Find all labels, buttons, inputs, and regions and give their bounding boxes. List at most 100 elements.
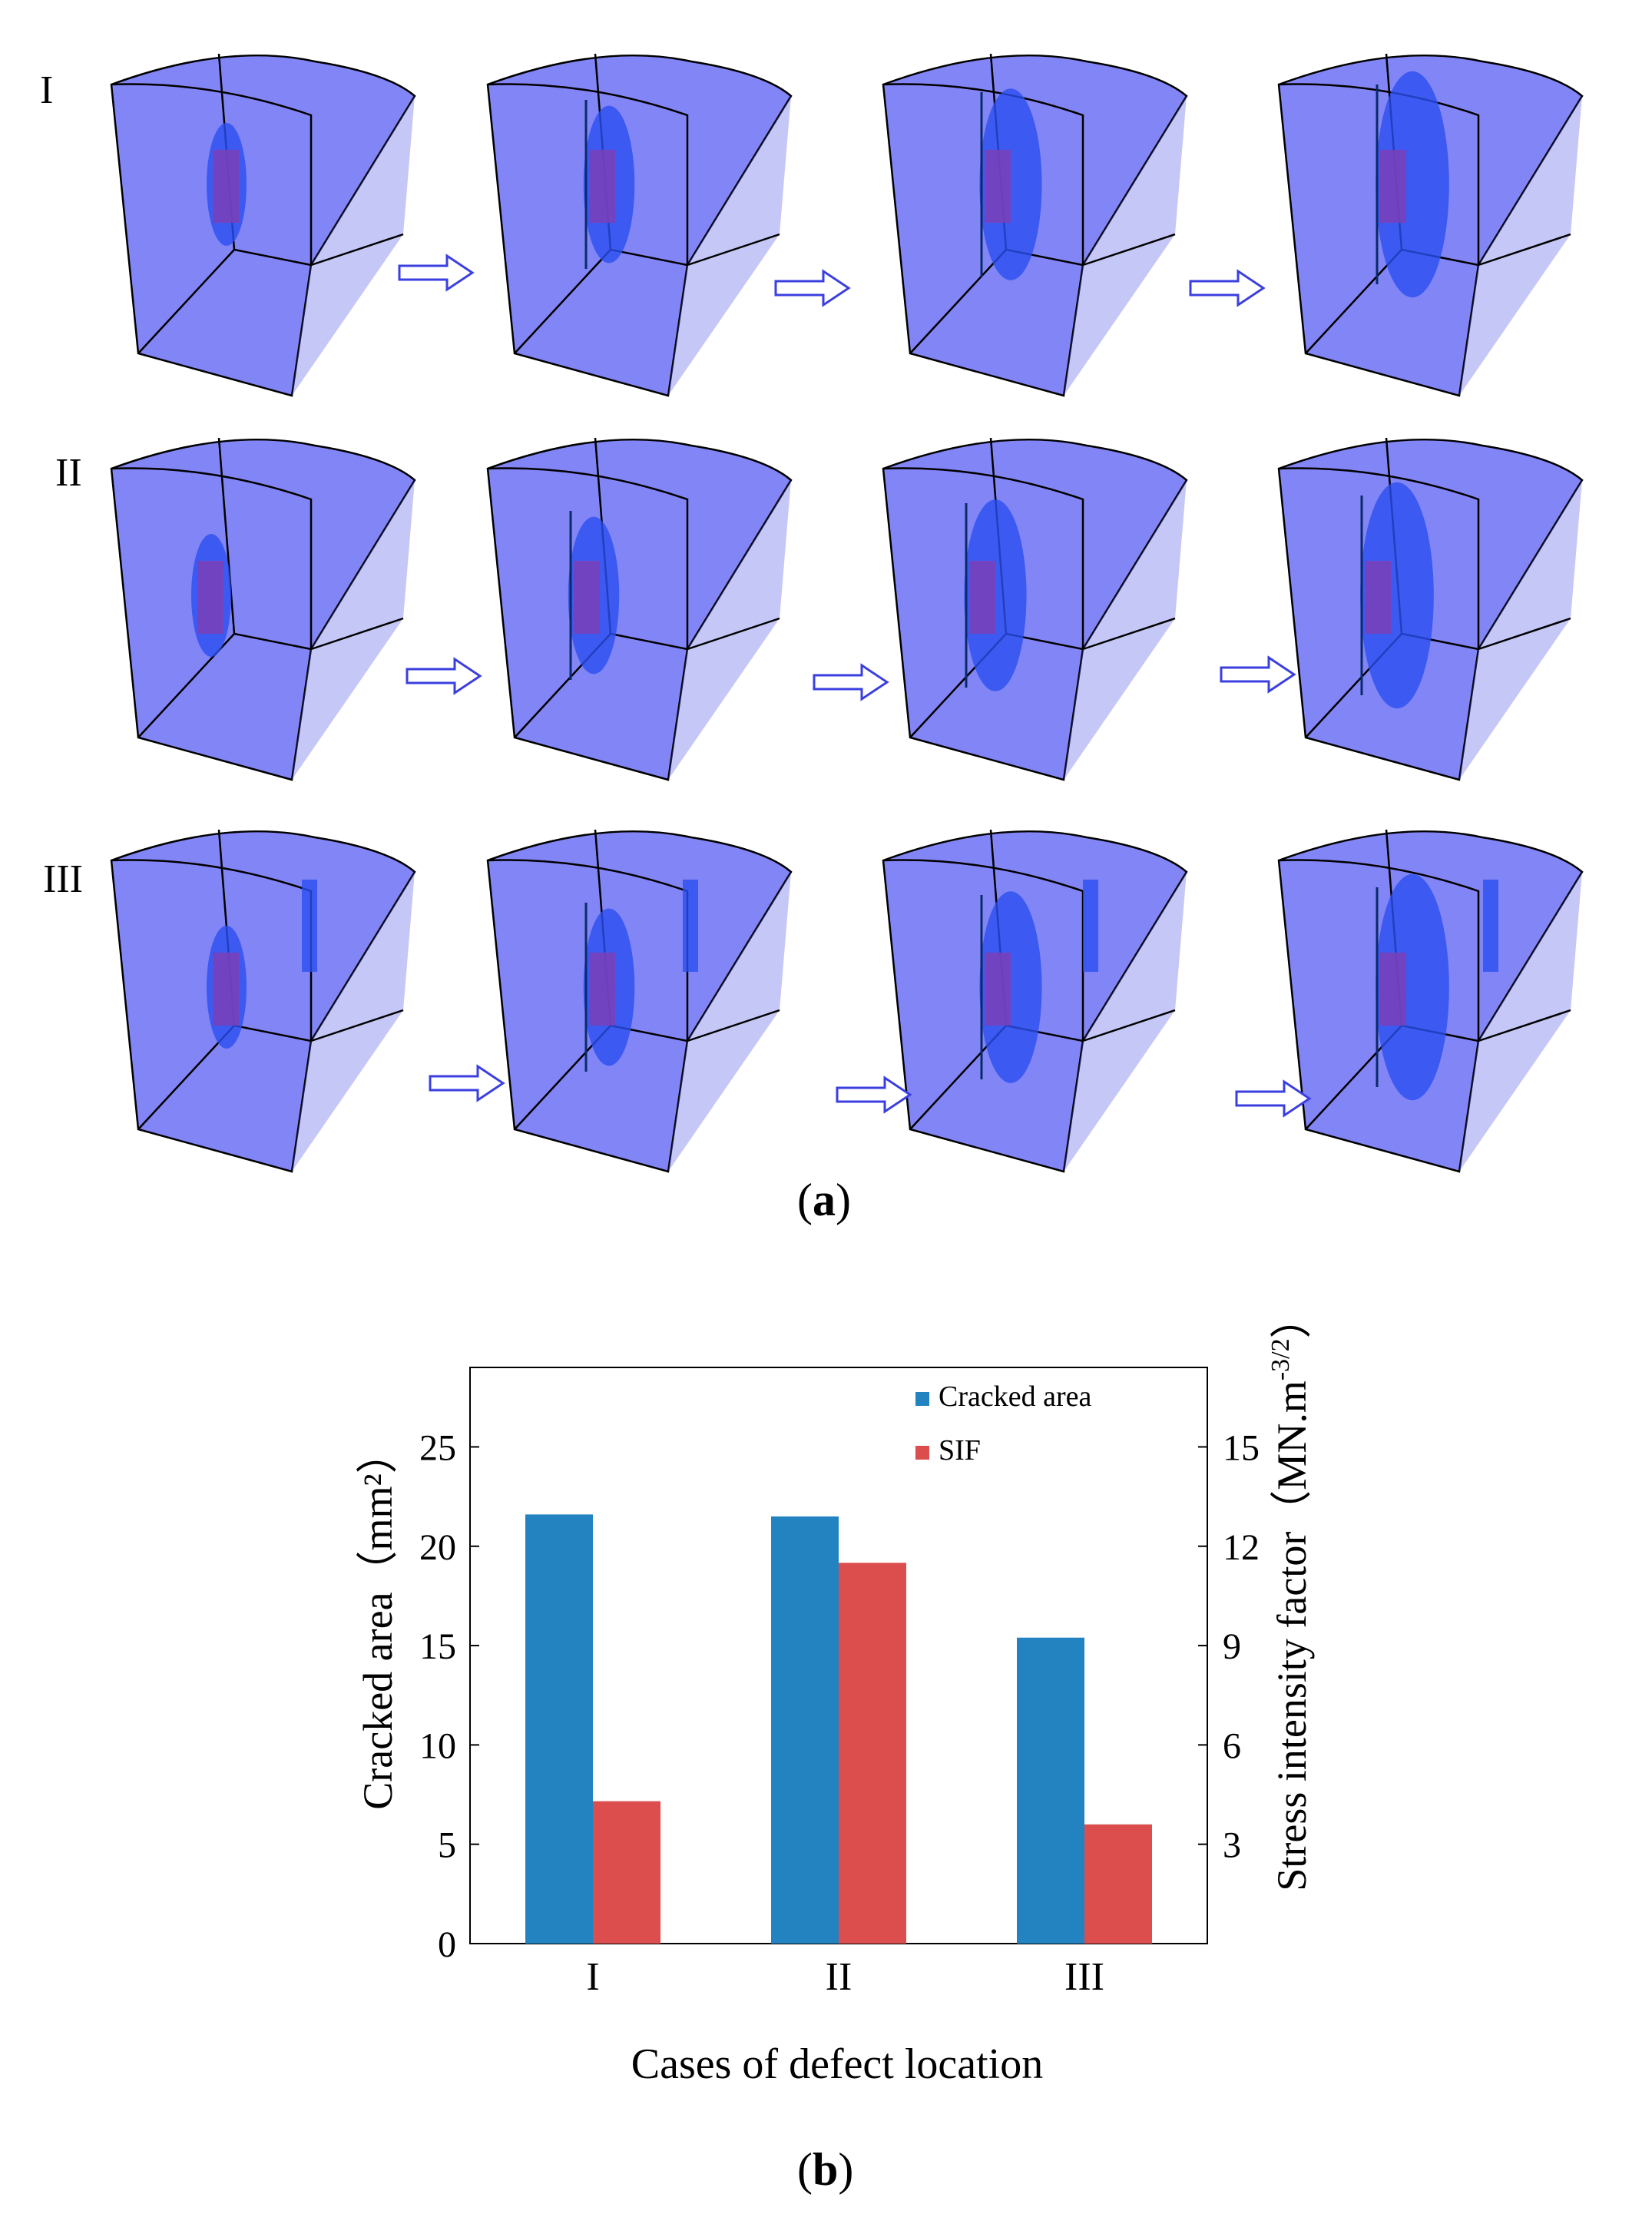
block-edge — [137, 249, 235, 354]
crack-zone-upper — [683, 880, 698, 972]
block-edge — [882, 467, 1084, 649]
block-side-face — [1459, 96, 1582, 396]
x-tick-label: III — [1064, 1955, 1104, 1999]
block-side-face — [668, 872, 791, 1172]
block-row-2-step-4 — [1277, 437, 1584, 781]
block-side-face — [292, 96, 415, 396]
block-side-face — [668, 96, 791, 396]
crack-core — [589, 953, 615, 1026]
arrow-icon — [406, 657, 482, 695]
block-edge — [487, 83, 689, 265]
panel-a: I II III (a) — [40, 53, 1584, 1225]
block-edge — [909, 249, 1007, 354]
crack-zone — [1376, 71, 1449, 298]
arrow-icon — [813, 663, 889, 701]
crack-zone-upper — [1083, 880, 1098, 972]
block-edge — [487, 859, 689, 1041]
block-row-3-step-1 — [110, 829, 416, 1173]
arrow-shape — [774, 269, 851, 307]
block-row-2-step-3 — [882, 437, 1188, 781]
crack-core — [969, 561, 995, 634]
y-axis-left-label: Cracked area（mm²） — [355, 1432, 401, 1809]
y-left-tick-label: 15 — [419, 1626, 456, 1667]
block-body — [486, 54, 793, 397]
crack-core — [213, 953, 239, 1026]
block-edge — [111, 467, 313, 649]
crack-core — [1380, 953, 1406, 1026]
crack-core — [1380, 150, 1406, 223]
legend-swatch-2 — [915, 1446, 929, 1460]
y-left-tick-label: 20 — [419, 1527, 456, 1568]
block-edge — [882, 859, 1084, 1041]
block-edge — [111, 859, 313, 1041]
block-edge — [514, 249, 611, 354]
block-side-face — [1459, 872, 1582, 1172]
block-row-1-step-2 — [486, 53, 793, 397]
block-row-3-step-4 — [1277, 829, 1584, 1173]
y-right-tick-label: 3 — [1223, 1825, 1241, 1866]
block-row-2-step-1 — [110, 437, 416, 781]
y-axis-right-label-sup: -3/2 — [1266, 1338, 1295, 1380]
crack-core — [985, 150, 1011, 223]
block-body — [882, 438, 1188, 781]
y-axis-right-label: Stress intensity factor（MN.m-3/2） — [1266, 1297, 1315, 1891]
block-edge — [310, 233, 404, 267]
crack-core — [197, 561, 223, 634]
bar-sif-I — [593, 1801, 660, 1944]
bar-sif-III — [1084, 1824, 1152, 1944]
block-body — [486, 830, 793, 1173]
y-left-tick-label: 0 — [438, 1924, 456, 1965]
arrow-icon — [774, 269, 851, 307]
arrow-icon — [1235, 1079, 1312, 1118]
y-right-tick-label: 6 — [1223, 1725, 1241, 1766]
block-edge — [1278, 83, 1480, 265]
arrow-icon — [1189, 269, 1266, 307]
block-row-3-step-3 — [882, 829, 1188, 1173]
y-right-tick-label: 9 — [1223, 1626, 1241, 1667]
crack-core — [213, 150, 239, 223]
block-edge — [1082, 1009, 1176, 1042]
bar-cracked-area-II — [771, 1516, 839, 1944]
arrow-shape — [1189, 269, 1266, 307]
block-edge — [687, 1009, 780, 1042]
x-axis-label: Cases of defect location — [631, 2040, 1043, 2088]
block-side-face — [292, 480, 415, 780]
block-body — [110, 438, 416, 781]
block-side-face — [668, 480, 791, 780]
block-side-face — [1459, 480, 1582, 780]
block-row-1-step-3 — [882, 53, 1188, 397]
row-label-ii: II — [55, 451, 82, 495]
x-tick-label: I — [586, 1955, 599, 1999]
x-tick-label: II — [826, 1955, 852, 1999]
arrow-shape — [813, 663, 889, 701]
arrow-shape — [429, 1064, 505, 1102]
crack-zone-upper — [302, 880, 317, 972]
block-edge — [1278, 467, 1480, 649]
arrow-shape — [1220, 655, 1296, 694]
panel-label-b: (b) — [797, 2144, 854, 2195]
block-edge — [1082, 617, 1176, 651]
row-label-i: I — [40, 68, 54, 112]
crack-core — [985, 953, 1011, 1026]
block-row-1-step-1 — [110, 53, 416, 397]
arrow-icon — [398, 254, 475, 292]
arrow-icon — [1220, 655, 1296, 694]
crack-zone-upper — [1483, 880, 1498, 972]
block-edge — [1478, 1009, 1571, 1042]
panel-label-a: (a) — [797, 1175, 851, 1225]
legend-label-2: SIF — [939, 1434, 981, 1467]
arrow-icon — [429, 1064, 505, 1102]
block-edge — [1082, 233, 1176, 267]
block-row-2-step-2 — [486, 437, 793, 781]
block-edge — [882, 83, 1084, 265]
crack-zone — [1376, 873, 1449, 1101]
block-side-face — [292, 872, 415, 1172]
block-edge — [310, 617, 404, 651]
block-edge — [1305, 249, 1402, 354]
panel-b: 0 5 10 15 20 25 3 6 9 12 15 I II III Cracked area SI… — [0, 1260, 1652, 2224]
arrow-shape — [836, 1076, 912, 1114]
block-edge — [1278, 859, 1480, 1041]
block-edge — [1478, 617, 1571, 651]
crack-core — [589, 150, 615, 223]
